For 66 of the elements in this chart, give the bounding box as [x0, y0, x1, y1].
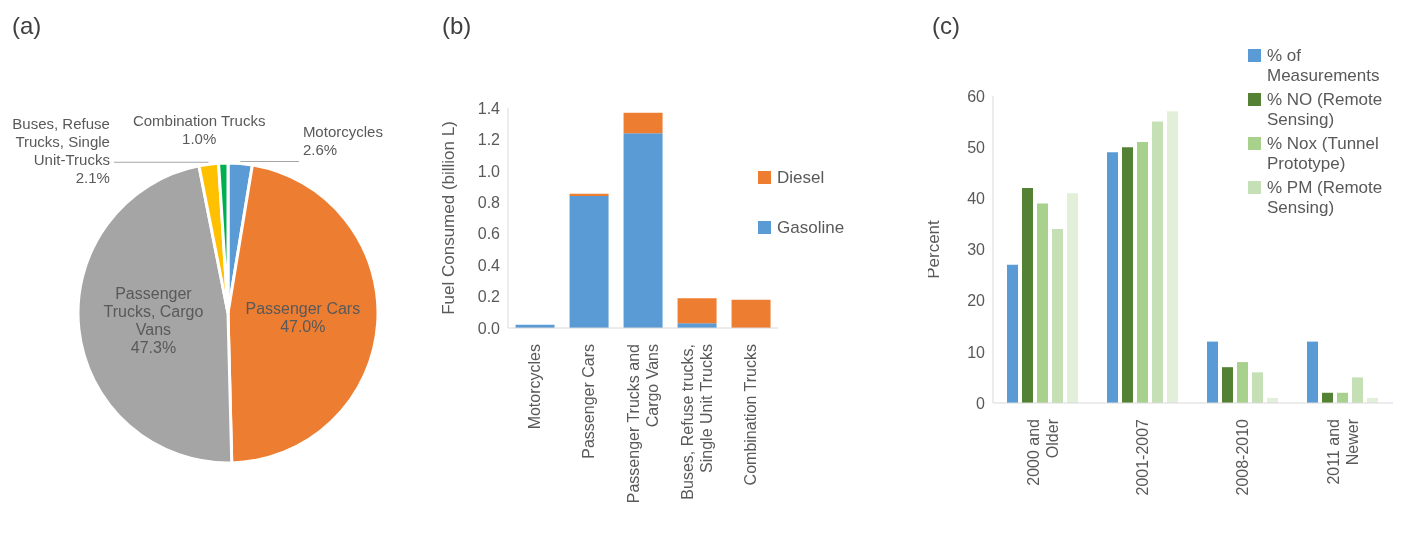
- x-tick-label: Passenger Cars: [580, 344, 597, 459]
- x-tick-label: 2001-2007: [1134, 418, 1151, 496]
- bar: [1007, 264, 1018, 403]
- x-tick-label: Combination Trucks: [742, 344, 759, 486]
- bar: [1222, 367, 1233, 403]
- y-tick-label: 40: [967, 190, 986, 208]
- y-tick-label: 1.2: [477, 131, 501, 149]
- y-axis-title: Percent: [924, 219, 944, 279]
- bar: [1067, 193, 1078, 403]
- bar: [1237, 362, 1248, 403]
- bar: [623, 112, 663, 134]
- slice-label: Motorcycles: [302, 122, 383, 140]
- slice-label: Combination Trucks: [132, 111, 266, 129]
- bar: [1252, 372, 1263, 403]
- y-tick-label: 0.0: [477, 319, 501, 337]
- y-tick-label: 10: [967, 343, 986, 361]
- y-tick-label: 0.2: [477, 288, 501, 306]
- bar: [1307, 341, 1318, 403]
- y-tick-label: 1.0: [477, 162, 501, 180]
- x-tick-label: Buses, Refuse trucks, Single Unit Trucks: [678, 344, 715, 500]
- data-label: 47.0%: [280, 318, 326, 336]
- bar: [1207, 341, 1218, 403]
- bar: [1022, 188, 1033, 403]
- y-tick-label: 20: [967, 292, 986, 310]
- slice-label: Passenger Trucks, Cargo Vans: [103, 285, 204, 339]
- y-tick-label: 60: [967, 87, 986, 105]
- legend-label: % PM (Remote Sensing): [1267, 178, 1384, 218]
- legend-label: % NO (Remote Sensing): [1267, 90, 1384, 130]
- chart-title: (a): [12, 12, 42, 40]
- bar: [731, 299, 771, 328]
- y-tick-label: 50: [967, 138, 986, 156]
- x-tick-label: 2011 and Newer: [1324, 418, 1361, 485]
- y-tick-label: 30: [967, 241, 986, 259]
- y-tick-label: 0.4: [477, 256, 501, 274]
- x-tick-label: 2008-2010: [1234, 418, 1251, 496]
- x-tick-label: Passenger Trucks and Cargo Vans: [624, 344, 661, 504]
- bar: [1107, 152, 1118, 403]
- slice-label: Buses, Refuse Trucks, Single Unit-Trucks: [12, 114, 110, 168]
- data-label: 1.0%: [182, 129, 217, 147]
- y-axis-title: Fuel Consumed (billion L): [439, 121, 459, 315]
- y-tick-label: 1.4: [477, 99, 501, 117]
- x-tick-label: 2000 and Older: [1024, 418, 1061, 486]
- data-label: 2.1%: [75, 168, 110, 186]
- bar: [1167, 111, 1178, 403]
- bar: [677, 298, 717, 324]
- bar: [623, 133, 663, 328]
- bar: [1352, 377, 1363, 403]
- bar: [1037, 203, 1048, 403]
- slice-label: Passenger Cars: [245, 300, 361, 318]
- legend-label: Diesel: [777, 168, 825, 188]
- bar: [1137, 142, 1148, 403]
- legend-label: Gasoline: [777, 218, 845, 238]
- legend-label: % Nox (Tunnel Prototype): [1267, 134, 1380, 174]
- y-tick-label: 0: [976, 394, 986, 412]
- bar: [1052, 229, 1063, 403]
- y-tick-label: 0.6: [477, 225, 501, 243]
- legend-label: % of Measurements: [1267, 46, 1381, 86]
- chart-title: (b): [442, 12, 472, 40]
- y-tick-label: 0.8: [477, 193, 501, 211]
- bar: [1152, 121, 1163, 403]
- bar: [1122, 147, 1133, 403]
- chart-title: (c): [932, 12, 960, 40]
- data-label: 47.3%: [130, 339, 177, 357]
- data-label: 2.6%: [302, 140, 338, 158]
- x-tick-label: Motorcycles: [526, 344, 543, 430]
- bar: [569, 196, 609, 328]
